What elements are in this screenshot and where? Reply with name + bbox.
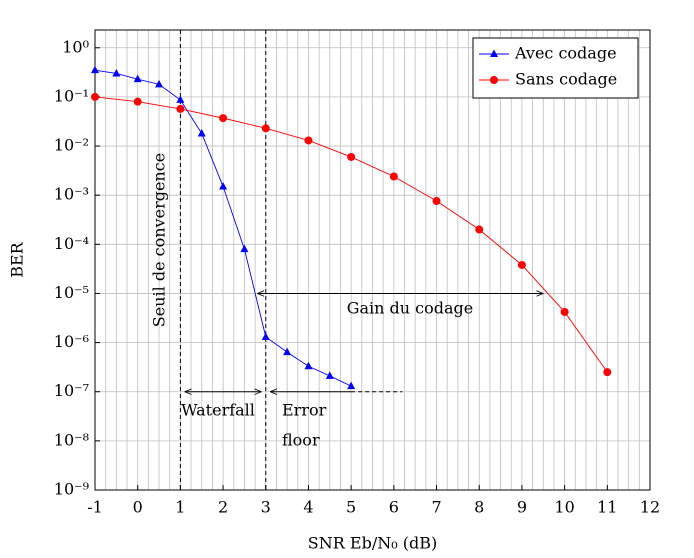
y-tick-label: 10⁻⁷ bbox=[54, 381, 89, 400]
data-point bbox=[347, 152, 356, 161]
x-tick-label: 3 bbox=[261, 498, 271, 517]
y-tick-label: 10⁻³ bbox=[54, 185, 89, 204]
x-tick-label: 11 bbox=[597, 498, 617, 517]
data-point bbox=[304, 136, 313, 145]
x-tick-label: 10 bbox=[554, 498, 574, 517]
y-tick-label: 10⁻⁴ bbox=[54, 234, 89, 253]
annotation: Gain du codage bbox=[347, 299, 474, 318]
data-point bbox=[219, 182, 228, 190]
data-point bbox=[283, 347, 292, 356]
x-tick-label: 9 bbox=[517, 498, 527, 517]
data-point bbox=[517, 260, 526, 269]
data-point bbox=[304, 361, 313, 370]
data-point bbox=[261, 124, 270, 133]
annotation: Seuil de convergence bbox=[150, 153, 169, 327]
x-tick-label: 4 bbox=[303, 498, 313, 517]
data-point bbox=[176, 104, 185, 113]
legend-label: Avec codage bbox=[514, 44, 617, 63]
data-point bbox=[133, 97, 142, 106]
data-point bbox=[347, 381, 356, 390]
annotation: Error bbox=[282, 401, 327, 420]
legend-marker bbox=[490, 49, 498, 57]
x-tick-label: 6 bbox=[389, 498, 399, 517]
data-point bbox=[325, 371, 334, 379]
x-tick-label: 7 bbox=[431, 498, 441, 517]
data-point bbox=[91, 65, 99, 74]
legend-label: Sans codage bbox=[515, 70, 617, 89]
x-axis-label: SNR Eb/N₀ (dB) bbox=[308, 534, 437, 553]
data-point bbox=[603, 368, 612, 377]
y-tick-label: 10⁻² bbox=[54, 136, 89, 155]
x-tick-label: 8 bbox=[474, 498, 484, 517]
plot-frame bbox=[94, 29, 651, 491]
data-point bbox=[197, 129, 206, 137]
y-tick-label: 10⁻¹ bbox=[54, 86, 89, 105]
x-tick-label: -1 bbox=[87, 498, 103, 517]
x-tick-label: 5 bbox=[346, 498, 356, 517]
data-point bbox=[389, 172, 398, 181]
legend-marker bbox=[490, 76, 498, 84]
x-tick-label: 2 bbox=[218, 498, 228, 517]
y-axis-label: BER bbox=[8, 241, 27, 277]
x-tick-label: 12 bbox=[640, 498, 660, 517]
data-point bbox=[112, 68, 121, 77]
data-point bbox=[240, 244, 249, 253]
annotation: Waterfall bbox=[181, 401, 255, 420]
data-point bbox=[261, 332, 270, 340]
y-tick-label: 10⁻⁵ bbox=[54, 283, 89, 302]
data-point bbox=[91, 92, 99, 101]
y-tick-label: 10⁰ bbox=[62, 37, 89, 56]
y-tick-label: 10⁻⁸ bbox=[54, 430, 89, 449]
x-tick-label: 0 bbox=[133, 498, 143, 517]
data-point bbox=[155, 79, 164, 88]
data-point bbox=[219, 114, 228, 123]
y-tick-label: 10⁻⁹ bbox=[54, 480, 90, 499]
data-point bbox=[560, 307, 569, 316]
data-point bbox=[432, 197, 441, 206]
annotation: floor bbox=[282, 431, 320, 450]
data-point bbox=[475, 225, 484, 234]
data-point bbox=[133, 74, 142, 83]
data-point bbox=[176, 95, 185, 103]
y-tick-label: 10⁻⁶ bbox=[54, 332, 89, 351]
legend-box bbox=[472, 37, 639, 99]
x-tick-label: 1 bbox=[175, 498, 185, 517]
